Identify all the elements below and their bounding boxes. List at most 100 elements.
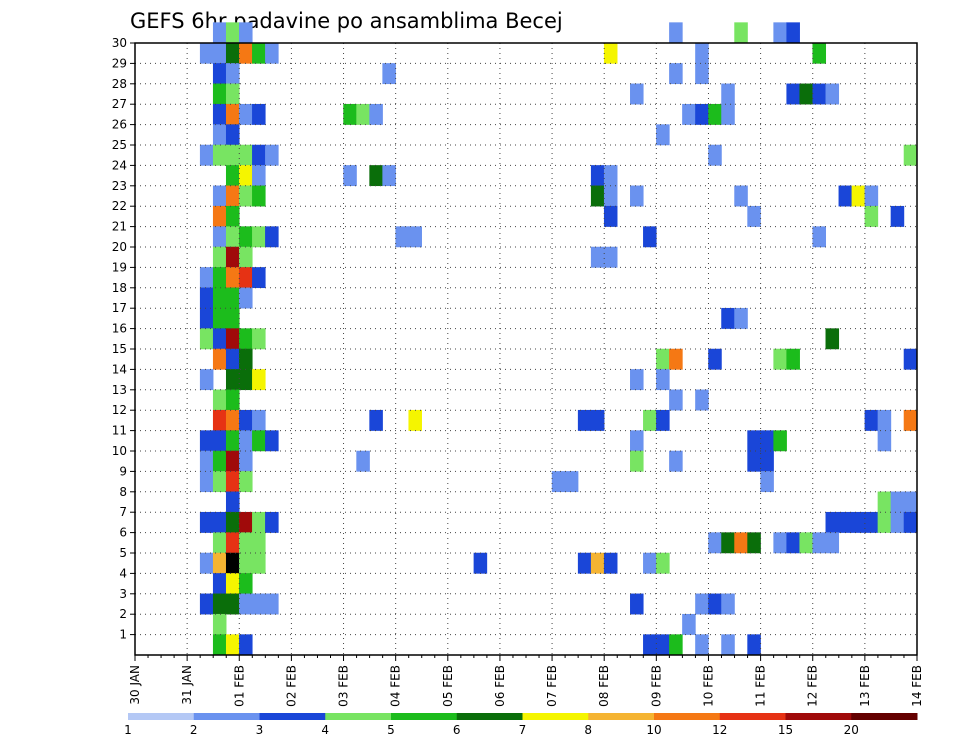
- heatmap-cell: [603, 552, 618, 574]
- x-tick-label: 31 JAN: [180, 665, 194, 705]
- colorbar-label: 3: [256, 723, 264, 737]
- heatmap-cell: [747, 450, 761, 472]
- heatmap-cell: [252, 267, 266, 289]
- heatmap-cell: [590, 185, 605, 207]
- heatmap-cell: [199, 552, 214, 574]
- heatmap-cell: [903, 348, 918, 370]
- heatmap-cell: [265, 430, 279, 452]
- heatmap-cell: [747, 430, 761, 452]
- heatmap-cell: [473, 552, 488, 574]
- y-tick-label: 7: [119, 505, 127, 519]
- heatmap-cell: [252, 369, 266, 391]
- heatmap-cell: [239, 287, 253, 309]
- heatmap-cell: [747, 205, 761, 227]
- heatmap-cell: [225, 287, 240, 309]
- heatmap-cell: [838, 185, 853, 207]
- heatmap-cell: [695, 593, 709, 615]
- heatmap-cell: [239, 532, 253, 554]
- colorbar-label: 7: [519, 723, 527, 737]
- heatmap-cell: [265, 42, 279, 64]
- heatmap-cell: [199, 307, 214, 329]
- heatmap-cell: [212, 205, 227, 227]
- heatmap-cell: [603, 246, 618, 268]
- heatmap-cell: [199, 144, 214, 166]
- heatmap-cell: [356, 450, 370, 472]
- heatmap-cell: [252, 593, 266, 615]
- y-tick-label: 4: [119, 566, 127, 580]
- heatmap-cell: [199, 42, 214, 64]
- y-tick-label: 27: [112, 97, 127, 111]
- heatmap-cell: [239, 593, 253, 615]
- heatmap-cell: [721, 593, 735, 615]
- heatmap-cell: [669, 389, 683, 411]
- heatmap-cell: [903, 144, 918, 166]
- heatmap-cell: [656, 369, 670, 391]
- heatmap-cell: [656, 348, 670, 370]
- heatmap-cell: [877, 491, 892, 513]
- x-tick-label: 30 JAN: [128, 665, 142, 705]
- heatmap-cell: [864, 511, 879, 533]
- heatmap-cell: [225, 42, 240, 64]
- heatmap-cell: [252, 409, 266, 431]
- colorbar-label: 12: [712, 723, 727, 737]
- heatmap-cell: [239, 450, 253, 472]
- heatmap-cell: [903, 511, 918, 533]
- heatmap-cell: [252, 511, 266, 533]
- x-tick-label: 02 FEB: [284, 665, 298, 707]
- heatmap-cell: [212, 593, 227, 615]
- heatmap-cell: [225, 369, 240, 391]
- heatmap-cell: [630, 593, 644, 615]
- heatmap-cell: [864, 185, 879, 207]
- heatmap-cell: [225, 267, 240, 289]
- heatmap-cell: [577, 552, 592, 574]
- y-tick-label: 1: [119, 628, 127, 642]
- heatmap-cell: [551, 471, 566, 493]
- heatmap-cell: [786, 532, 800, 554]
- heatmap-cell: [252, 532, 266, 554]
- colorbar-swatch: [654, 713, 721, 720]
- heatmap-cell: [577, 409, 592, 431]
- heatmap-cell: [630, 83, 644, 105]
- heatmap-cell: [603, 185, 618, 207]
- heatmap-cell: [212, 246, 227, 268]
- colorbar-label: 5: [387, 723, 395, 737]
- colorbar-swatch: [193, 713, 260, 720]
- heatmap-cell: [225, 226, 240, 248]
- heatmap-cell: [382, 165, 396, 187]
- colorbar-swatch: [522, 713, 589, 720]
- heatmap-cell: [786, 83, 800, 105]
- heatmap-cell: [225, 348, 240, 370]
- heatmap-cell: [239, 634, 253, 656]
- x-tick-label: 06 FEB: [493, 665, 507, 707]
- colorbar-label: 4: [321, 723, 329, 737]
- heatmap-cell: [630, 185, 644, 207]
- y-tick-label: 3: [119, 587, 127, 601]
- y-tick-label: 25: [112, 138, 127, 152]
- heatmap-cell: [252, 430, 266, 452]
- colorbar-swatch: [128, 713, 195, 720]
- y-tick-label: 6: [119, 526, 127, 540]
- heatmap-cell: [239, 42, 253, 64]
- y-tick-label: 17: [112, 301, 127, 315]
- heatmap-cell: [239, 511, 253, 533]
- heatmap-cell: [225, 552, 240, 574]
- heatmap-cell: [708, 348, 722, 370]
- heatmap-cell: [825, 328, 840, 350]
- heatmap-cell: [643, 409, 657, 431]
- heatmap-cell: [225, 165, 240, 187]
- heatmap-cells: [199, 22, 918, 656]
- heatmap-cell: [773, 22, 787, 44]
- y-tick-label: 20: [112, 240, 127, 254]
- heatmap-cell: [225, 328, 240, 350]
- heatmap-cell: [734, 22, 748, 44]
- heatmap-cell: [225, 593, 240, 615]
- heatmap-cell: [864, 409, 879, 431]
- chart-title: GEFS 6hr padavine po ansamblima Becej: [130, 9, 563, 33]
- heatmap-cell: [212, 430, 227, 452]
- heatmap-cell: [851, 511, 866, 533]
- heatmap-cell: [239, 369, 253, 391]
- y-tick-label: 21: [112, 220, 127, 234]
- heatmap-cell: [199, 430, 214, 452]
- heatmap-cell: [225, 22, 240, 44]
- heatmap-cell: [369, 165, 383, 187]
